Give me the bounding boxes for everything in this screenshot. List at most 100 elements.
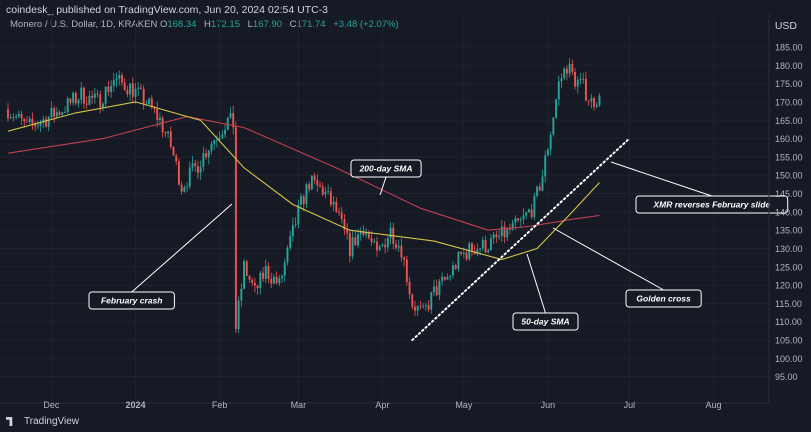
candle-body <box>23 118 26 122</box>
y-tick-label: 105.00 <box>775 336 803 346</box>
candle-body <box>229 113 232 118</box>
candle-body <box>153 107 156 109</box>
close-value: 171.74 <box>296 19 326 30</box>
candle-body <box>490 238 492 251</box>
candle-body <box>511 222 514 230</box>
candle-body <box>118 75 121 79</box>
candle-body <box>471 243 473 252</box>
candle-body <box>91 95 94 98</box>
candle-body <box>430 292 433 310</box>
high-key: H <box>204 19 211 30</box>
candle-body <box>473 251 476 255</box>
candle-body <box>85 103 88 105</box>
candle-body <box>316 180 319 186</box>
candle-body <box>590 98 593 102</box>
candle-body <box>278 278 281 284</box>
x-tick-label: 2024 <box>126 400 146 410</box>
candle-body <box>343 219 346 230</box>
candle-body <box>416 305 419 311</box>
x-tick-label: Jul <box>624 400 636 410</box>
candle-body <box>552 117 555 135</box>
candle-body <box>465 252 468 260</box>
candle-body <box>386 237 389 248</box>
candle-body <box>96 93 99 95</box>
candle-body <box>129 83 132 95</box>
candle-body <box>313 175 316 181</box>
candle-body <box>584 78 587 101</box>
candle-body <box>196 166 199 173</box>
candle-body <box>574 72 577 87</box>
candle-body <box>145 103 148 105</box>
callout-box <box>350 159 422 178</box>
candle-body <box>457 252 460 270</box>
candle-body <box>305 184 308 205</box>
callout-label: Golden cross <box>636 294 691 304</box>
y-tick-label: 110.00 <box>775 317 802 327</box>
candle-body <box>500 226 503 237</box>
candle-body <box>131 83 134 97</box>
candle-body <box>427 305 430 310</box>
candle-body <box>544 155 547 177</box>
candle-body <box>348 232 351 257</box>
candle-body <box>275 276 278 284</box>
candle-body <box>99 94 102 108</box>
candle-body <box>210 143 213 151</box>
candle-body <box>15 116 18 118</box>
symbol-legend: Monero / U.S. Dollar, 1D, KRAKEN O168.34… <box>10 19 404 30</box>
candle-body <box>45 119 47 127</box>
candle-body <box>80 87 83 100</box>
candle-body <box>378 246 381 251</box>
y-tick-label: 115.00 <box>775 299 802 309</box>
candle-body <box>557 81 560 100</box>
candle-body <box>224 129 227 135</box>
candle-body <box>576 80 579 87</box>
candle-body <box>525 212 528 216</box>
candle-body <box>476 249 479 255</box>
candle-body <box>514 218 517 223</box>
candle-body <box>93 93 96 98</box>
candle-body <box>28 118 31 122</box>
candle-body <box>245 261 248 276</box>
y-tick-label: 165.00 <box>775 116 803 126</box>
candle-body <box>148 98 151 104</box>
y-tick-label: 130.00 <box>775 244 803 254</box>
candle-body <box>460 252 463 254</box>
candle-body <box>199 166 202 173</box>
candle-body <box>527 209 530 213</box>
candle-body <box>213 140 216 144</box>
candle-body <box>110 85 113 93</box>
candle-body <box>438 280 441 296</box>
candle-body <box>549 134 552 150</box>
currency-label[interactable]: USD <box>774 20 797 32</box>
candle-body <box>61 112 64 115</box>
candle-body <box>289 236 292 248</box>
tradingview-logo[interactable]: TradingView <box>6 416 79 427</box>
candle-body <box>329 191 332 205</box>
candle-body <box>424 305 427 306</box>
y-tick-label: 95.00 <box>775 372 798 382</box>
candle-body <box>462 252 465 254</box>
candle-body <box>88 95 91 105</box>
candle-body <box>362 231 365 235</box>
annotations: February crash 200-day SMA XMR reverses Fe… <box>88 159 789 331</box>
callout-label: XMR reverses February slide <box>652 200 770 210</box>
y-tick-label: 100.00 <box>775 354 803 364</box>
candle-body <box>283 262 286 276</box>
candle-body <box>319 185 321 187</box>
candle-body <box>452 265 454 276</box>
candle-body <box>435 286 438 296</box>
candle-body <box>389 227 392 238</box>
candle-body <box>248 275 251 280</box>
candle-body <box>443 276 446 280</box>
callout-leader <box>526 253 546 314</box>
candle-body <box>495 234 498 238</box>
candle-body <box>264 266 267 279</box>
candle-body <box>20 113 23 119</box>
candle-body <box>297 204 300 225</box>
candle-body <box>384 244 387 248</box>
candle-body <box>218 137 221 140</box>
candle-body <box>26 121 28 123</box>
candle-body <box>335 201 338 212</box>
callout-leader <box>552 227 664 291</box>
